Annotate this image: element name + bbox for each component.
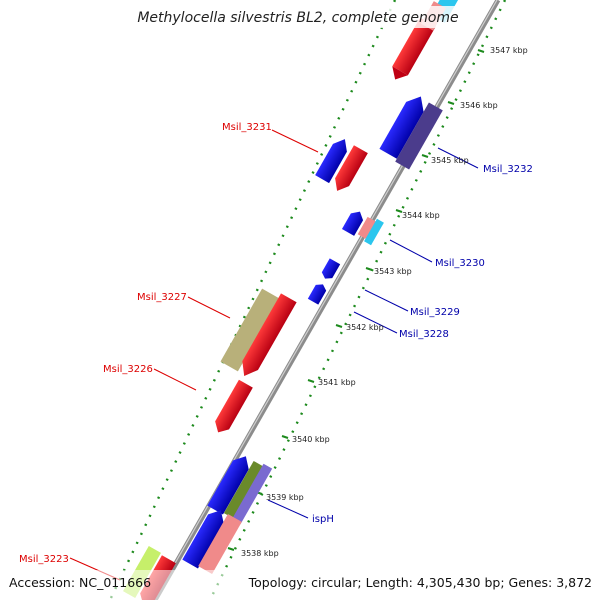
gene-arrow-3228 [307, 284, 327, 305]
kbp-label-3544: 3544 kbp [402, 211, 440, 220]
kbp-label-3546: 3546 kbp [460, 101, 498, 110]
kbp-label-3541: 3541 kbp [318, 378, 356, 387]
kbp-label-3545: 3545 kbp [431, 156, 469, 165]
gene-label-msil-3227: Msil_3227 [137, 292, 187, 303]
genome-backbone [152, 0, 501, 600]
gene-label-isph: ispH [312, 514, 334, 525]
tick-ring-outer [108, 0, 397, 600]
gene-arrow-3227-khaki [220, 288, 280, 372]
gene-arrow-3227-red [242, 293, 297, 376]
gene-arrow-3230-pink [357, 216, 377, 240]
tick-ring-inner [208, 0, 507, 600]
gene-arrow-bottom-pink [198, 513, 242, 575]
gene-label-msil-3232: Msil_3232 [483, 164, 533, 175]
gene-arrow-msil-3231-blue [315, 139, 347, 184]
gene-arrow-isph-purple [231, 463, 273, 525]
title-backdrop [140, 6, 460, 28]
topology-text: Topology: circular; Length: 4,305,430 bp… [248, 575, 592, 590]
gene-arrow-top-1 [392, 17, 436, 80]
gene-label-msil-3223: Msil_3223 [19, 554, 69, 565]
label-leader-lines [69, 129, 479, 581]
footer-backdrop [0, 570, 600, 600]
kbp-label-3540: 3540 kbp [292, 435, 330, 444]
gene-arrow-3230-blue [341, 211, 364, 236]
gene-arrow-3226 [215, 379, 253, 433]
kbp-label-3547: 3547 kbp [490, 46, 528, 55]
gene-arrow-3230-cyan [364, 218, 384, 246]
kbp-label-3538: 3538 kbp [241, 549, 279, 558]
kbp-label-3539: 3539 kbp [266, 493, 304, 502]
gene-arrow-3229 [321, 258, 341, 279]
kbp-label-3542: 3542 kbp [346, 323, 384, 332]
gene-arrow-3232-purple [395, 102, 443, 170]
accession-text: Accession: NC_011666 [9, 575, 151, 590]
gene-arrow-bottom-blue [182, 510, 224, 569]
gene-label-msil-3226: Msil_3226 [103, 364, 153, 375]
gene-arrow-msil-3231-red [335, 145, 368, 191]
gene-arrow-3232-blue [379, 96, 424, 159]
gene-arrow-isph-blue [207, 456, 249, 515]
gene-label-msil-3228: Msil_3228 [399, 329, 449, 340]
gene-label-msil-3230: Msil_3230 [435, 258, 485, 269]
genome-title: Methylocella silvestris BL2, complete ge… [137, 10, 458, 26]
gene-arrow-isph-olive [223, 460, 265, 520]
gene-label-msil-3229: Msil_3229 [410, 307, 460, 318]
kbp-label-3543: 3543 kbp [374, 267, 412, 276]
gene-label-msil-3231: Msil_3231 [222, 122, 272, 133]
genome-backbone-highlight [153, 0, 498, 600]
